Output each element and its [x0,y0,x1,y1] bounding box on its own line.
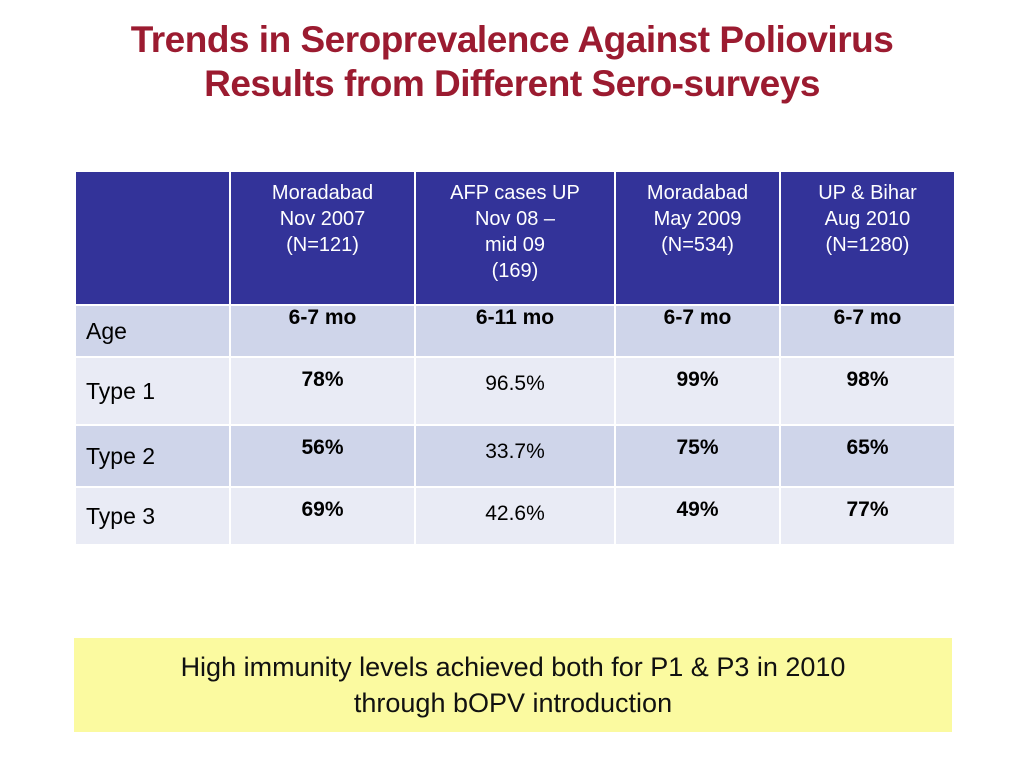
table-cell: 77% [779,486,956,546]
table-header-row: Moradabad Nov 2007 (N=121) AFP cases UP … [74,170,956,306]
cell-value: 49% [676,498,719,521]
table-row-age: Age 6-7 mo 6-11 mo 6-7 mo 6-7 mo [74,304,956,358]
header-corner-cell [74,170,231,306]
header-line: Moradabad [646,182,749,204]
header-line: Moradabad [271,182,374,204]
table-cell: 69% [229,486,416,546]
cell-value: 75% [676,436,719,459]
header-line: (N=121) [286,234,359,256]
cell-value: 78% [301,368,344,391]
cell-value: 98% [846,368,889,391]
table-cell: 98% [779,356,956,426]
table-cell: 6-7 mo [779,304,956,358]
table-cell: 49% [614,486,781,546]
table-cell: 6-7 mo [614,304,781,358]
header-line: (N=1280) [825,234,910,256]
header-line: Nov 2007 [279,208,366,230]
header-line: mid 09 [484,234,546,256]
table-cell: 6-7 mo [229,304,416,358]
row-label: Type 3 [74,486,231,546]
cell-value: 77% [846,498,889,521]
header-line: Nov 08 – [474,208,556,230]
conclusion-callout: High immunity levels achieved both for P… [74,638,952,732]
header-afp-cases-up: AFP cases UP Nov 08 – mid 09 (169) [414,170,616,306]
row-label: Type 1 [74,356,231,426]
table-row-type-1: Type 1 78% 96.5% 99% 98% [74,356,956,426]
header-up-bihar-aug-2010: UP & Bihar Aug 2010 (N=1280) [779,170,956,306]
table-cell: 96.5% [414,356,616,426]
table-cell: 6-11 mo [414,304,616,358]
header-moradabad-may-2009: Moradabad May 2009 (N=534) [614,170,781,306]
cell-value: 96.5% [485,372,545,395]
row-label: Type 2 [74,424,231,488]
table-cell: 42.6% [414,486,616,546]
cell-value: 56% [301,436,344,459]
table-cell: 75% [614,424,781,488]
table-row-type-3: Type 3 69% 42.6% 49% 77% [74,486,956,546]
title-line-1: Trends in Seroprevalence Against Poliovi… [130,19,894,60]
seroprevalence-table: Moradabad Nov 2007 (N=121) AFP cases UP … [74,170,956,546]
cell-value: 33.7% [485,440,545,463]
header-line: (169) [491,260,539,282]
cell-value: 69% [301,498,344,521]
table-cell: 78% [229,356,416,426]
header-line: AFP cases UP [450,182,580,204]
title-line-2: Results from Different Sero-surveys [204,63,820,104]
row-label: Age [74,304,231,358]
callout-line-1: High immunity levels achieved both for P… [180,652,846,682]
table-row-type-2: Type 2 56% 33.7% 75% 65% [74,424,956,488]
header-line: Aug 2010 [824,208,911,230]
table-cell: 56% [229,424,416,488]
header-line: UP & Bihar [818,182,917,204]
slide-title: Trends in Seroprevalence Against Poliovi… [0,18,1024,106]
cell-value: 65% [846,436,889,459]
callout-line-2: through bOPV introduction [353,688,673,718]
header-line: May 2009 [653,208,742,230]
header-moradabad-nov-2007: Moradabad Nov 2007 (N=121) [229,170,416,306]
table-cell: 33.7% [414,424,616,488]
cell-value: 99% [676,368,719,391]
cell-value: 42.6% [485,502,545,525]
table-cell: 65% [779,424,956,488]
header-line: (N=534) [661,234,734,256]
table-cell: 99% [614,356,781,426]
